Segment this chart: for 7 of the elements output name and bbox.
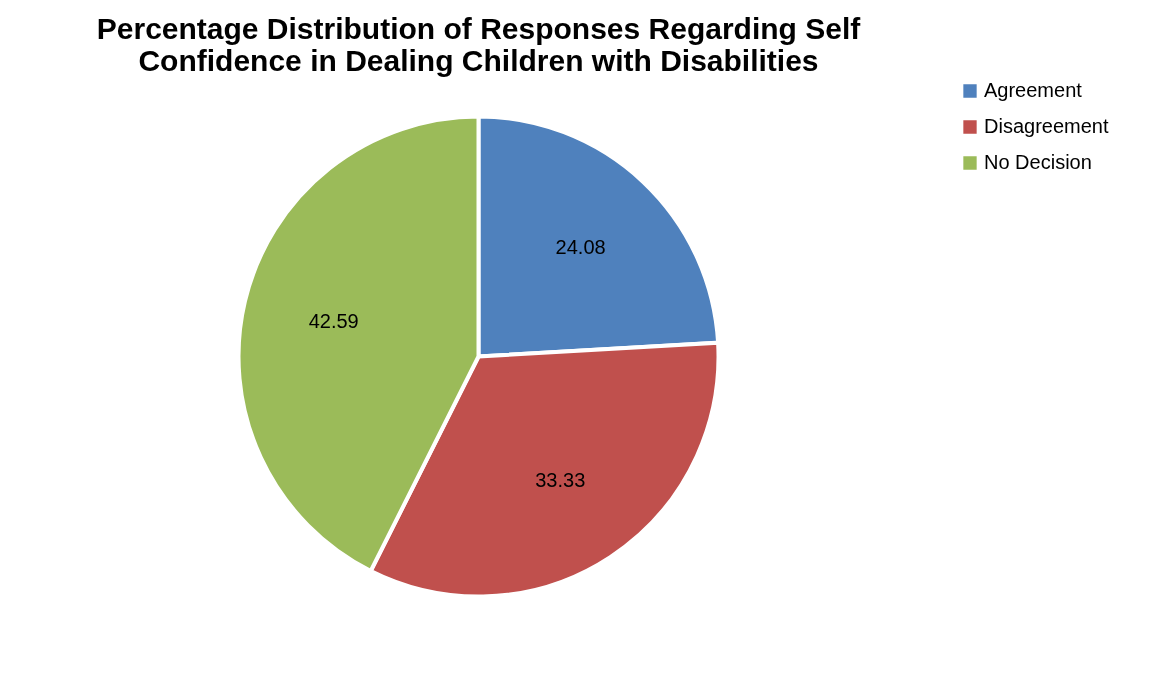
legend-label: Disagreement [984,115,1109,137]
legend-label: Agreement [984,79,1083,101]
data-label: 42.59 [308,310,359,333]
legend-label: No Decision [984,151,1092,173]
data-label: 33.33 [535,468,586,491]
data-label: 24.08 [555,236,606,259]
chart-title: Percentage Distribution of Responses Regarding Self Confidence in Dealing Children with Disabilities [96,12,862,77]
